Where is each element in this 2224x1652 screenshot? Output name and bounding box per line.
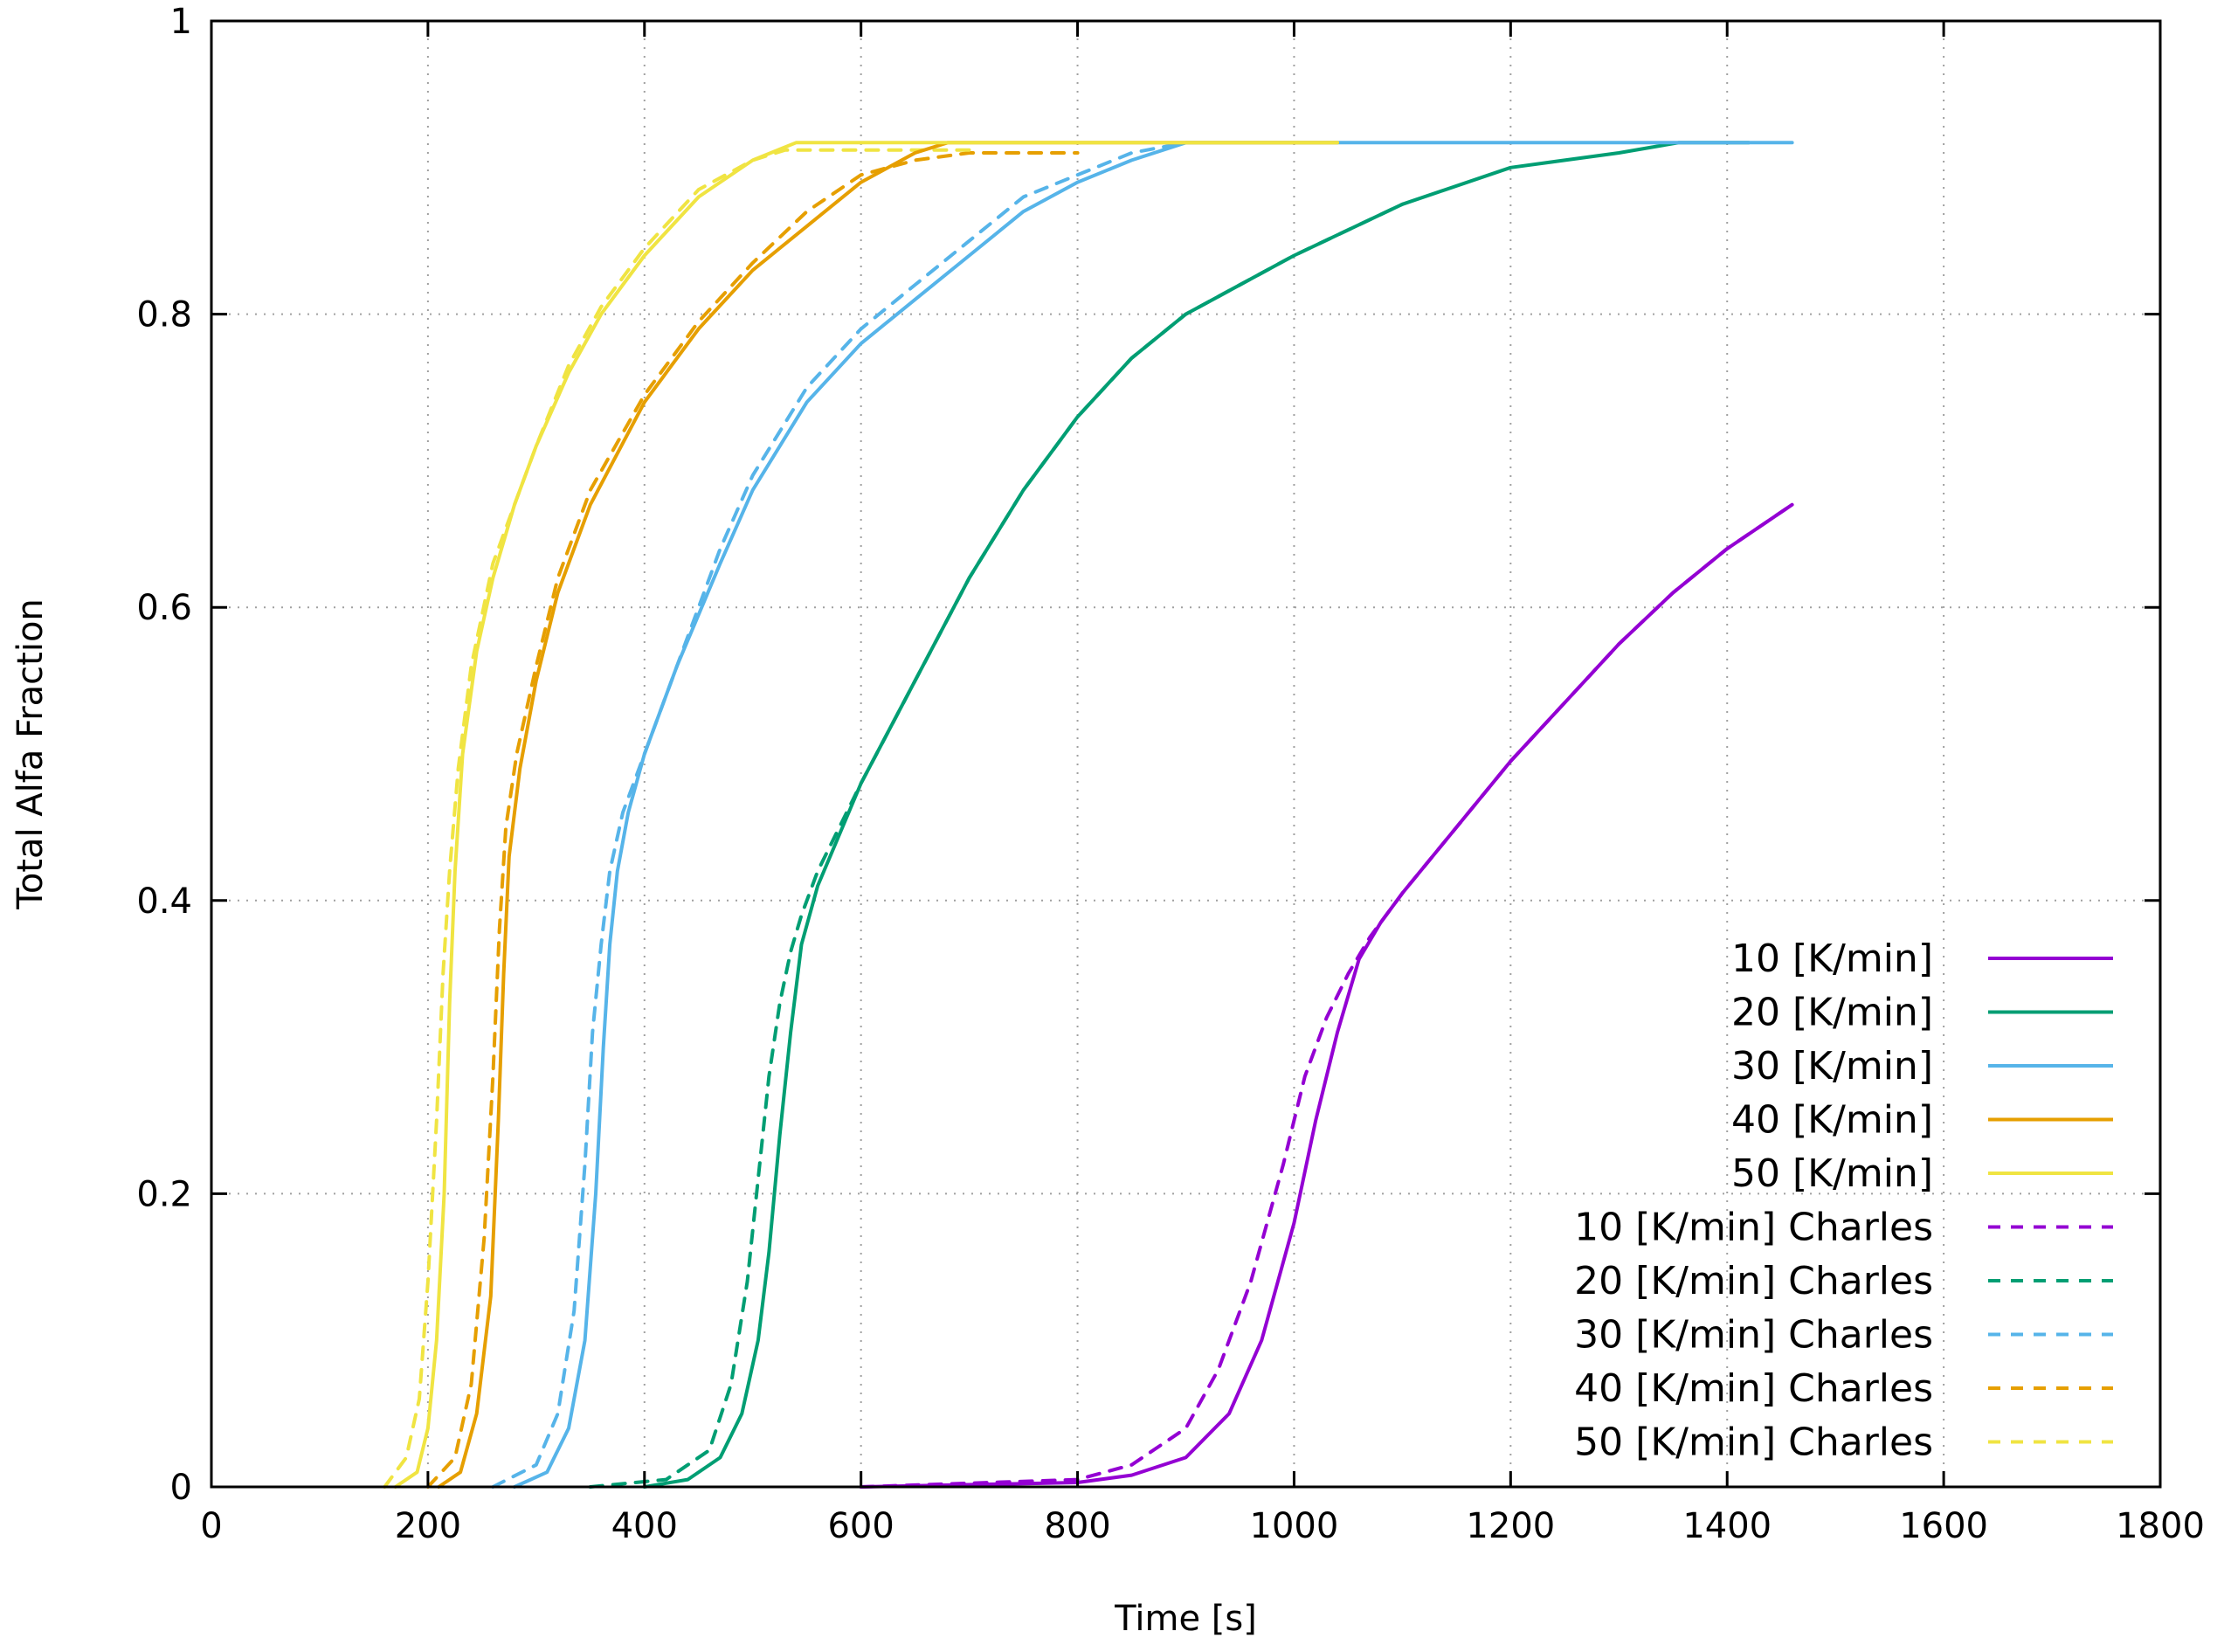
x-tick-label: 1800 [2116, 1506, 2205, 1546]
y-axis-title: Total Alfa Fraction [10, 598, 51, 910]
legend-label: 10 [K/min] [1731, 937, 1933, 981]
x-tick-label: 1600 [1899, 1506, 1988, 1546]
grid [211, 21, 2160, 1487]
legend-label: 50 [K/min] [1731, 1151, 1933, 1196]
x-tick-label: 400 [611, 1506, 678, 1546]
y-tick-label: 0 [170, 1468, 192, 1508]
legend-label: 20 [K/min] [1731, 991, 1933, 1035]
plot-series [383, 141, 1794, 1489]
x-tick-label: 1000 [1250, 1506, 1339, 1546]
legend-label: 50 [K/min] Charles [1574, 1420, 1933, 1465]
series-line-1 [859, 502, 1794, 1489]
legend-label: 20 [K/min] Charles [1574, 1259, 1933, 1303]
series-line-5 [393, 141, 1339, 1489]
series-line-7 [588, 202, 1405, 1489]
x-tick-label: 1200 [1466, 1506, 1555, 1546]
legend-label: 30 [K/min] [1731, 1044, 1933, 1089]
x-tick-label: 1400 [1682, 1506, 1772, 1546]
plot-frame [210, 19, 2162, 1489]
x-tick-label: 600 [827, 1506, 894, 1546]
series-line-2 [642, 141, 1751, 1489]
x-tick-label: 0 [200, 1506, 222, 1546]
y-tick-label: 0.4 [136, 881, 192, 922]
x-tick-label: 200 [395, 1506, 461, 1546]
y-tick-label: 0.6 [136, 588, 192, 628]
y-tick-label: 0.2 [136, 1174, 192, 1214]
legend-label: 30 [K/min] Charles [1574, 1313, 1933, 1358]
series-line-3 [513, 141, 1794, 1489]
y-tick-label: 1 [170, 2, 192, 42]
legend-label: 40 [K/min] Charles [1574, 1366, 1933, 1411]
x-axis-title: Time [s] [1114, 1599, 1257, 1639]
x-tick-label: 800 [1044, 1506, 1110, 1546]
legend: 10 [K/min] 20 [K/min] 30 [K/min] 40 [K/min]… [1574, 937, 2113, 1465]
series-line-9 [425, 151, 1080, 1489]
y-tick-label: 0.8 [136, 295, 192, 335]
series-line-4 [437, 141, 1339, 1489]
legend-label: 40 [K/min] [1731, 1098, 1933, 1143]
legend-label: 10 [K/min] Charles [1574, 1206, 1933, 1250]
axis-ticks: 0 200 400 600 800 1000 1200 1400 1600 1800 0 0.2 0.4… [136, 2, 2205, 1546]
